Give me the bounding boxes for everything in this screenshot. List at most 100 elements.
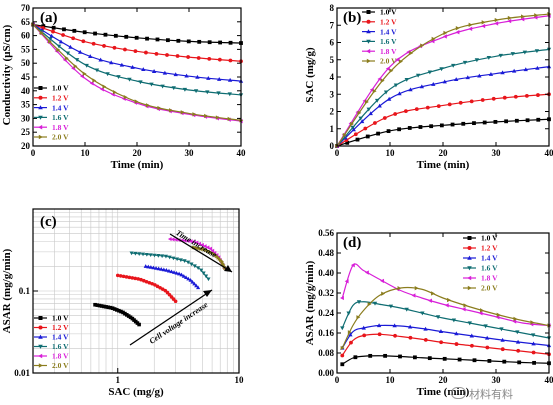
series-point — [376, 131, 380, 136]
legend-label: 2.0 V — [52, 361, 69, 370]
series-point — [81, 39, 86, 44]
series-point — [536, 93, 540, 97]
series-point — [197, 39, 202, 44]
series-point — [137, 252, 142, 256]
legend-label: 1.0 V — [481, 234, 498, 243]
legend-marker — [38, 334, 43, 339]
series-point — [524, 93, 529, 98]
series-point — [157, 105, 162, 111]
series-point — [413, 355, 417, 360]
series-point — [144, 279, 149, 284]
series-point — [205, 90, 210, 95]
series-point — [182, 259, 187, 263]
series-point — [488, 71, 494, 76]
series-point — [491, 96, 496, 101]
series-point — [376, 323, 382, 328]
series-point — [133, 276, 138, 281]
y-tick-label: 2 — [330, 107, 335, 117]
series-line — [32, 24, 242, 82]
series-point — [439, 67, 444, 72]
series-point — [227, 77, 233, 82]
series-point — [126, 314, 131, 318]
series-point — [427, 70, 433, 75]
series-point — [351, 127, 356, 132]
series-point — [463, 303, 468, 308]
x-tick-label: 30 — [492, 375, 502, 385]
series-point — [500, 70, 505, 75]
series-point — [430, 39, 435, 44]
series-point — [188, 278, 193, 282]
series-point — [423, 326, 428, 331]
series-point — [47, 39, 52, 44]
series-point — [516, 348, 521, 353]
series-point — [154, 51, 159, 56]
series-point — [170, 237, 175, 242]
series-point — [420, 311, 425, 316]
series-point — [353, 355, 358, 360]
panel-0: 0 10 20 30 40 20 25 30 35 40 45 50 55 60 65 70 Time (min… — [1, 3, 246, 171]
series-point — [175, 54, 180, 58]
y-tick-label: 0.40 — [318, 268, 334, 278]
series-point — [175, 257, 180, 262]
series-point — [493, 119, 498, 124]
series-point — [431, 291, 435, 296]
x-tick-label: 40 — [545, 375, 553, 385]
series-point — [340, 353, 345, 358]
series-point — [204, 113, 209, 119]
series-point — [533, 15, 538, 20]
series-point — [347, 330, 352, 335]
series-point — [161, 267, 166, 272]
series-point — [514, 118, 519, 123]
y-tick-label: 8 — [330, 3, 335, 13]
series-point — [522, 50, 528, 55]
series-point — [477, 73, 482, 78]
series-point — [140, 252, 146, 257]
series-point — [186, 276, 191, 281]
series-point — [110, 306, 115, 311]
y-tick-label: 0.1 — [19, 286, 31, 296]
series-point — [511, 68, 517, 73]
series-point — [461, 307, 466, 312]
series-point — [155, 37, 160, 42]
series-point — [536, 117, 541, 122]
legend-label: 2.0 V — [481, 284, 498, 293]
y-tick-label: 0.32 — [318, 288, 334, 298]
series-point — [167, 236, 172, 242]
series-point — [364, 99, 369, 105]
series-point — [186, 55, 191, 59]
series-line — [341, 263, 550, 327]
series-point — [150, 281, 154, 286]
series-point — [206, 75, 211, 80]
series-point — [356, 300, 362, 305]
legend-label: 2.0 V — [52, 133, 69, 142]
series-point — [531, 341, 536, 346]
series-point — [454, 77, 459, 82]
series-point — [418, 125, 423, 129]
series-point — [366, 107, 371, 112]
series-point — [393, 83, 399, 88]
x-axis-title: SAC (mg/g) — [108, 386, 164, 398]
series-point — [169, 269, 174, 274]
series-point — [403, 109, 408, 114]
series-point — [444, 303, 449, 308]
series-point — [179, 272, 184, 277]
series-point — [350, 121, 355, 127]
series-point — [425, 105, 430, 110]
series-point — [206, 277, 211, 282]
series-point — [382, 116, 387, 120]
series-point — [153, 266, 159, 270]
series-point — [469, 99, 474, 104]
series-point — [380, 78, 385, 83]
series-point — [520, 14, 525, 19]
legend-label: 1.4 V — [481, 254, 498, 263]
series-point — [228, 58, 233, 63]
series-point — [56, 47, 61, 53]
series-point — [227, 116, 232, 122]
series-point — [408, 87, 413, 92]
series-point — [156, 254, 161, 258]
series-point — [104, 305, 108, 309]
series-point — [500, 347, 505, 352]
series-point — [117, 308, 121, 313]
series-point — [217, 76, 222, 81]
